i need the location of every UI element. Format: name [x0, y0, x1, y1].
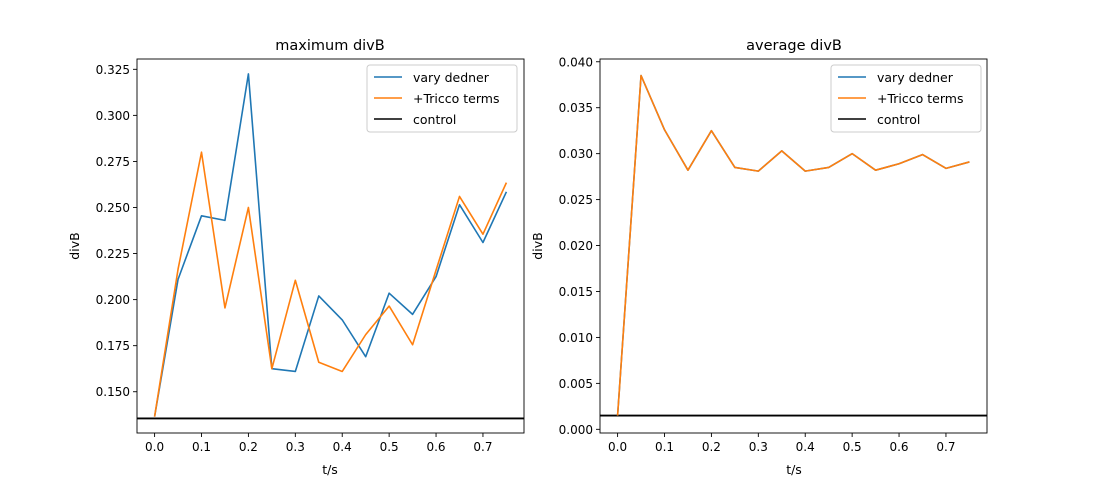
series-line-tricco — [616, 74, 970, 416]
x-tick-label: 0.2 — [702, 440, 721, 454]
y-tick-label: 0.200 — [96, 293, 130, 307]
legend-label-vary-dedner: vary dedner — [877, 70, 954, 85]
x-tick-label: 0.0 — [608, 440, 627, 454]
legend: vary dedner +Tricco terms control — [366, 64, 518, 133]
plot-area: 0.0 0.1 0.2 0.3 0.4 0.5 0.6 0.7 0.000 0.005 0.010 0… — [559, 55, 988, 454]
y-axis-label: divB — [530, 232, 545, 259]
y-tick-label: 0.010 — [559, 331, 593, 345]
x-axis-label: t/s — [786, 462, 802, 477]
x-tick-label: 0.1 — [192, 440, 211, 454]
chart-average-divb: average divB t/s divB 0.0 0.1 0.2 0.3 0.4 0.5… — [530, 38, 988, 477]
y-tick-label: 0.275 — [96, 155, 130, 169]
x-tick-label: 0.6 — [889, 440, 908, 454]
y-tick-label: 0.150 — [96, 385, 130, 399]
x-tick-label: 0.5 — [843, 440, 862, 454]
x-tick-label: 0.4 — [796, 440, 815, 454]
x-tick-label: 0.2 — [239, 440, 258, 454]
x-tick-label: 0.3 — [286, 440, 305, 454]
legend-label-control: control — [877, 112, 920, 127]
legend-label-control: control — [413, 112, 456, 127]
y-tick-label: 0.040 — [559, 55, 593, 69]
axes-frame — [136, 58, 525, 434]
x-tick-label: 0.5 — [380, 440, 399, 454]
y-tick-label: 0.020 — [559, 239, 593, 253]
legend-label-tricco: +Tricco terms — [413, 91, 499, 106]
legend-label-tricco: +Tricco terms — [877, 91, 963, 106]
y-tick-label: 0.225 — [96, 247, 130, 261]
legend: vary dedner +Tricco terms control — [830, 64, 982, 133]
y-axis-label: divB — [67, 232, 82, 259]
x-axis-label: t/s — [322, 462, 338, 477]
x-tick-label: 0.1 — [655, 440, 674, 454]
y-tick-label: 0.030 — [559, 147, 593, 161]
x-tick-label: 0.0 — [145, 440, 164, 454]
series-line-vary-dedner — [153, 73, 508, 417]
legend-box — [830, 64, 982, 133]
y-tick-label: 0.325 — [96, 63, 130, 77]
x-tick-label: 0.6 — [426, 440, 445, 454]
x-tick-label: 0.7 — [936, 440, 955, 454]
y-tick-label: 0.025 — [559, 193, 593, 207]
x-tick-label: 0.3 — [749, 440, 768, 454]
y-tick-label: 0.035 — [559, 101, 593, 115]
y-tick-label: 0.000 — [559, 423, 593, 437]
y-tick-label: 0.250 — [96, 201, 130, 215]
y-tick-label: 0.015 — [559, 285, 593, 299]
series-line-tricco — [153, 151, 508, 417]
legend-box — [366, 64, 518, 133]
y-tick-label: 0.175 — [96, 339, 130, 353]
plot-area: 0.0 0.1 0.2 0.3 0.4 0.5 0.6 0.7 0.150 0.175 0.200 0… — [96, 58, 525, 454]
x-tick-label: 0.7 — [473, 440, 492, 454]
axes-frame — [599, 58, 988, 434]
chart-maximum-divb: maximum divB t/s divB 0.0 0.1 0.2 0.3 0.4 0.5… — [67, 38, 525, 477]
chart-title: average divB — [746, 38, 842, 54]
x-tick-label: 0.4 — [333, 440, 352, 454]
y-tick-label: 0.005 — [559, 377, 593, 391]
y-tick-label: 0.300 — [96, 109, 130, 123]
legend-label-vary-dedner: vary dedner — [413, 70, 490, 85]
chart-title: maximum divB — [275, 38, 384, 54]
